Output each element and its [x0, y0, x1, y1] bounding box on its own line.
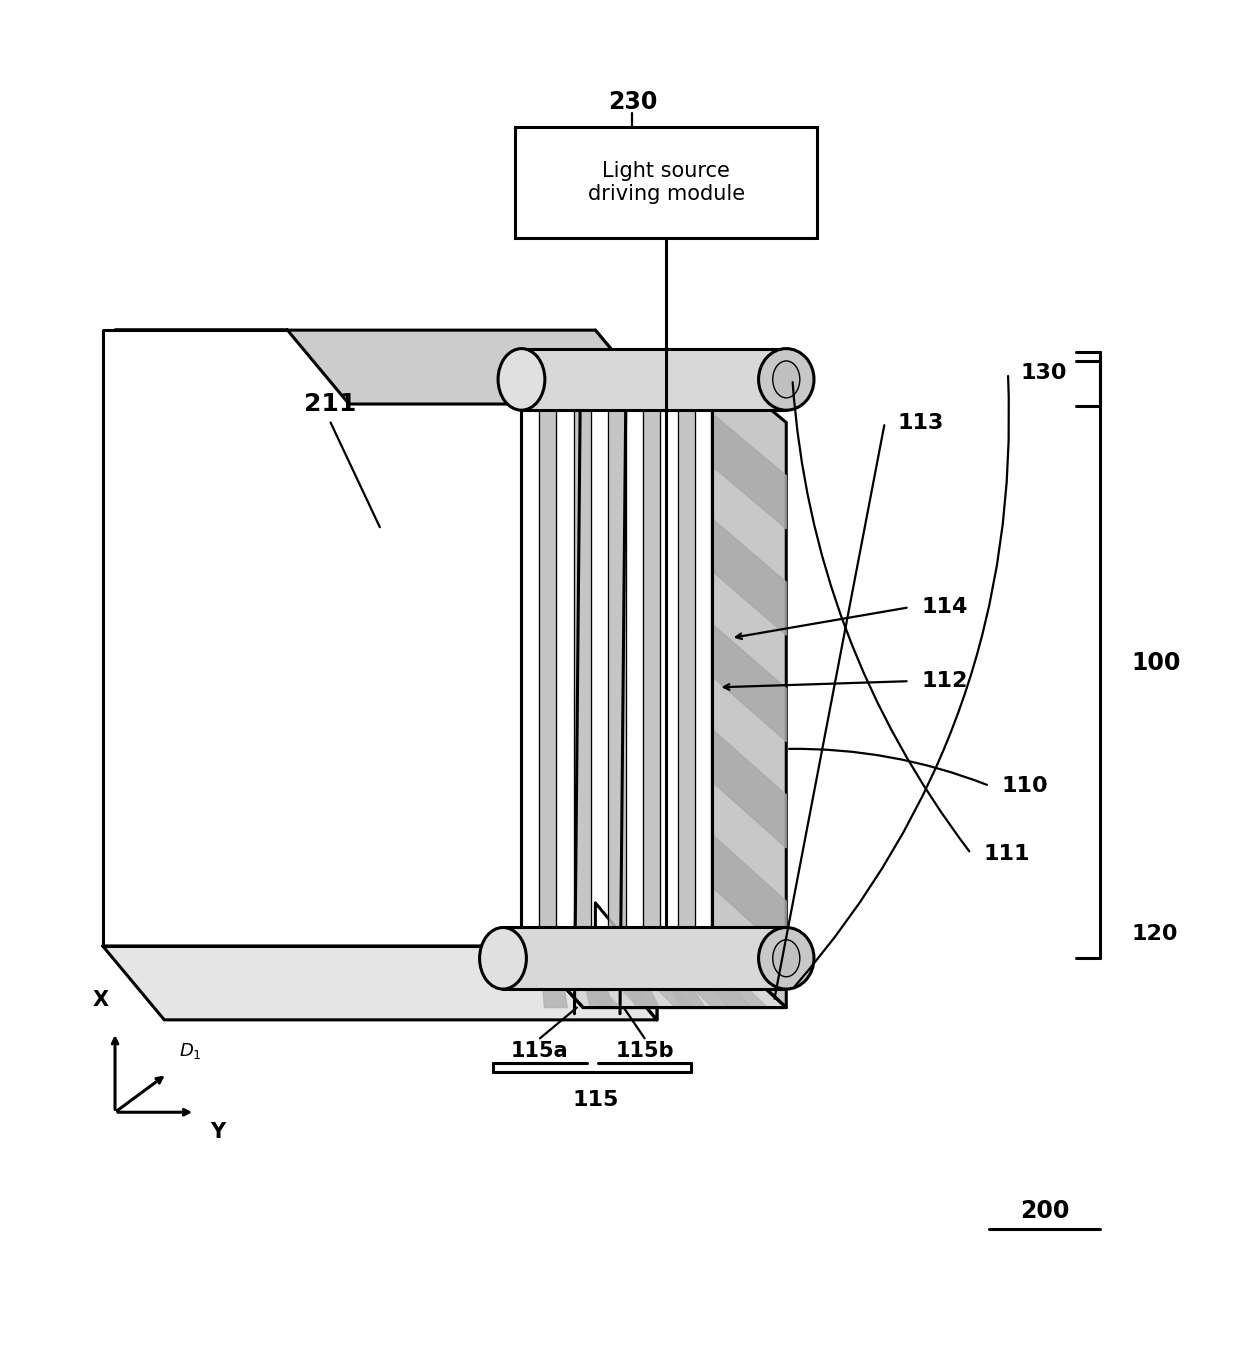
Text: 200: 200 — [1021, 1199, 1070, 1223]
Polygon shape — [595, 331, 657, 1019]
Polygon shape — [574, 940, 614, 1007]
Text: 111: 111 — [983, 844, 1030, 864]
Text: 115b: 115b — [615, 1041, 675, 1061]
Polygon shape — [539, 940, 568, 1007]
Polygon shape — [539, 367, 557, 934]
Polygon shape — [522, 360, 712, 940]
Polygon shape — [644, 940, 730, 1007]
Polygon shape — [609, 367, 626, 934]
Polygon shape — [678, 940, 751, 1007]
Text: 115: 115 — [572, 1089, 619, 1110]
Polygon shape — [644, 367, 661, 934]
Polygon shape — [712, 518, 786, 636]
Text: X: X — [92, 990, 108, 1010]
Text: 120: 120 — [1131, 923, 1178, 944]
Ellipse shape — [498, 348, 544, 410]
Polygon shape — [103, 946, 657, 1019]
Text: 113: 113 — [897, 413, 944, 432]
Text: 100: 100 — [1131, 651, 1180, 675]
Text: Y: Y — [210, 1122, 224, 1142]
Ellipse shape — [759, 348, 813, 410]
Text: 112: 112 — [921, 671, 968, 691]
Polygon shape — [678, 940, 768, 1007]
Polygon shape — [503, 927, 786, 990]
Polygon shape — [574, 367, 591, 934]
Bar — [516, 127, 817, 238]
Text: 230: 230 — [608, 90, 657, 115]
Ellipse shape — [759, 927, 813, 990]
Text: 115a: 115a — [511, 1041, 569, 1061]
Polygon shape — [574, 940, 657, 1007]
Polygon shape — [712, 729, 786, 848]
Text: 130: 130 — [1021, 363, 1066, 383]
Ellipse shape — [773, 360, 800, 398]
Polygon shape — [609, 940, 660, 1007]
Ellipse shape — [773, 940, 800, 977]
Polygon shape — [644, 940, 706, 1007]
Polygon shape — [712, 413, 786, 529]
Text: Light source
driving module: Light source driving module — [588, 161, 745, 204]
Polygon shape — [678, 367, 694, 934]
Text: 211: 211 — [304, 392, 357, 416]
Polygon shape — [712, 360, 786, 1007]
Text: $D_1$: $D_1$ — [180, 1041, 202, 1061]
Polygon shape — [712, 624, 786, 741]
Polygon shape — [522, 940, 786, 1007]
Ellipse shape — [480, 927, 527, 990]
Text: 114: 114 — [921, 597, 968, 617]
Polygon shape — [522, 348, 786, 410]
Polygon shape — [712, 834, 786, 954]
Polygon shape — [539, 940, 620, 1007]
Polygon shape — [115, 331, 657, 404]
Polygon shape — [595, 903, 657, 1019]
Polygon shape — [103, 331, 595, 946]
Text: 110: 110 — [1002, 776, 1049, 796]
Polygon shape — [609, 940, 694, 1007]
